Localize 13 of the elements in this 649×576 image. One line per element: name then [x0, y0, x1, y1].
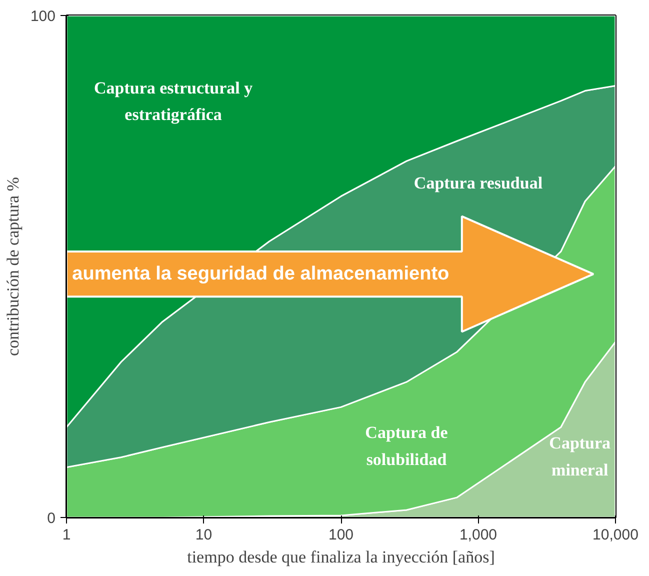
- series-label: Captura de solubilidad: [365, 423, 448, 469]
- x-tick-label: 1: [62, 526, 71, 544]
- series-label: Captura resudual: [414, 174, 543, 193]
- series-label: Captura mineral: [549, 434, 612, 480]
- series-label: Captura estructural y estratigráfica: [94, 78, 254, 124]
- x-tick-label: 1,000: [459, 526, 498, 544]
- y-axis-title: contribución de captura %: [3, 177, 22, 356]
- x-tick-label: 10: [195, 526, 212, 544]
- x-tick-label: 100: [328, 526, 354, 544]
- y-tick-label: 0: [47, 510, 56, 527]
- annotation: aumenta la seguridad de almacenamiento: [72, 264, 450, 285]
- x-tick-label: 10,000: [592, 526, 638, 544]
- x-axis-title: tiempo desde que finaliza la inyección [años]: [187, 548, 495, 566]
